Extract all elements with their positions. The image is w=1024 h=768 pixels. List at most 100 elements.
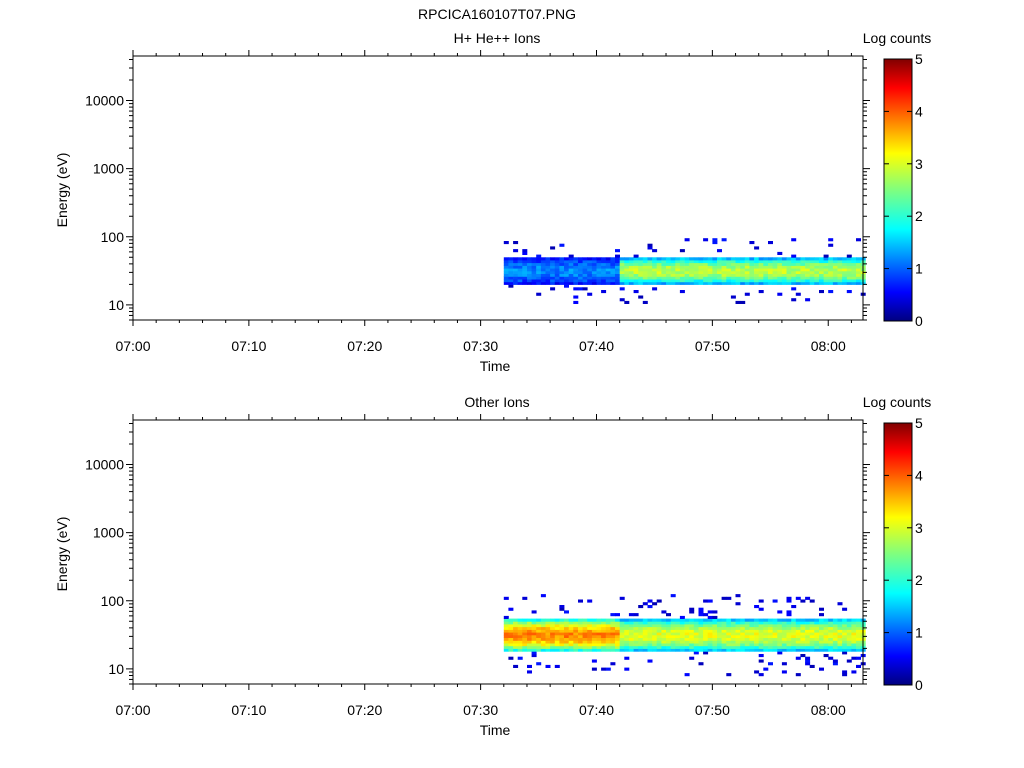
spectrogram-cell	[846, 629, 852, 633]
spectrogram-cell	[730, 621, 736, 625]
spectrogram-cell	[619, 643, 625, 647]
spectrogram-cell	[624, 281, 630, 285]
spectrogram-cell	[735, 648, 741, 652]
spectrogram-cell	[689, 621, 695, 625]
spectrogram-cell	[768, 260, 773, 264]
spectrogram-cell	[684, 629, 690, 633]
spectrogram-cell	[721, 276, 727, 280]
spectrogram-cell	[768, 648, 773, 652]
spectrogram-cell	[615, 618, 620, 622]
panel-1-spectrogram	[503, 238, 866, 304]
spectrogram-cell	[846, 257, 852, 261]
spectrogram-cell	[536, 648, 542, 652]
spectrogram-cell	[842, 673, 848, 677]
spectrogram-cell	[517, 624, 523, 628]
spectrogram-cell	[846, 281, 852, 285]
spectrogram-cell	[559, 618, 565, 622]
colorbar-tick-label: 4	[915, 467, 923, 483]
spectrogram-cell	[615, 262, 620, 266]
spectrogram-cell	[582, 643, 588, 647]
spectrogram-cell	[828, 648, 834, 652]
spectrogram-cell	[647, 648, 653, 652]
spectrogram-cell	[605, 648, 611, 652]
spectrogram-cell	[522, 645, 528, 649]
spectrogram-cell	[656, 270, 662, 274]
spectrogram-cell	[689, 626, 695, 630]
spectrogram-cell	[522, 643, 528, 647]
spectrogram-cell	[832, 262, 838, 266]
spectrogram-cell	[735, 643, 741, 647]
spectrogram-cell	[536, 276, 542, 280]
spectrogram-cell	[693, 273, 699, 277]
spectrogram-cell	[791, 262, 797, 266]
spectrogram-cell	[689, 260, 695, 264]
spectrogram-cell	[545, 279, 551, 283]
spectrogram-cell	[531, 629, 537, 633]
spectrogram-cell	[540, 281, 546, 285]
spectrogram-cell	[763, 632, 769, 636]
spectrogram-cell	[578, 648, 583, 652]
spectrogram-cell	[726, 673, 732, 677]
spectrogram-cell	[568, 260, 574, 264]
spectrogram-cell	[730, 295, 736, 299]
spectrogram-cell	[554, 273, 560, 277]
spectrogram-cell	[527, 273, 532, 277]
spectrogram-cell	[823, 265, 829, 269]
spectrogram-cell	[527, 281, 532, 285]
spectrogram-cell	[842, 651, 848, 655]
spectrogram-cell	[837, 260, 843, 264]
spectrogram-cell	[615, 268, 620, 272]
spectrogram-cell	[615, 281, 620, 285]
spectrogram-cell	[573, 260, 579, 264]
spectrogram-cell	[610, 626, 616, 630]
spectrogram-cell	[513, 645, 519, 649]
spectrogram-cell	[591, 624, 597, 628]
spectrogram-cell	[573, 265, 579, 269]
spectrogram-cell	[772, 624, 778, 628]
spectrogram-cell	[703, 268, 709, 272]
spectrogram-cell	[573, 268, 579, 272]
spectrogram-cell	[628, 276, 634, 280]
spectrogram-cell	[846, 659, 852, 663]
spectrogram-cell	[856, 618, 861, 622]
spectrogram-cell	[564, 618, 569, 622]
spectrogram-cell	[730, 645, 736, 649]
spectrogram-cell	[591, 279, 597, 283]
spectrogram-cell	[601, 270, 607, 274]
spectrogram-cell	[781, 629, 787, 633]
panel-1-colorbar	[883, 58, 913, 322]
spectrogram-cell	[540, 262, 546, 266]
spectrogram-cell	[805, 260, 811, 264]
spectrogram-cell	[624, 624, 630, 628]
spectrogram-cell	[573, 637, 579, 641]
spectrogram-cell	[828, 637, 834, 641]
spectrogram-cell	[554, 260, 560, 264]
spectrogram-cell	[717, 629, 722, 633]
spectrogram-cell	[856, 643, 861, 647]
spectrogram-cell	[666, 265, 671, 269]
spectrogram-cell	[508, 656, 514, 660]
spectrogram-cell	[730, 618, 736, 622]
spectrogram-cell	[809, 637, 815, 641]
spectrogram-cell	[564, 643, 569, 647]
spectrogram-cell	[791, 624, 797, 628]
spectrogram-cell	[670, 626, 676, 630]
spectrogram-cell	[545, 260, 551, 264]
spectrogram-cell	[763, 648, 769, 652]
spectrogram-cell	[596, 618, 602, 622]
spectrogram-cell	[513, 276, 519, 280]
spectrogram-cell	[652, 270, 658, 274]
spectrogram-cell	[619, 260, 625, 264]
spectrogram-cell	[503, 615, 509, 619]
spectrogram-cell	[707, 632, 713, 636]
spectrogram-cell	[735, 602, 741, 606]
spectrogram-cell	[791, 273, 797, 277]
panel-2-y-label: Energy (eV)	[54, 517, 70, 592]
spectrogram-cell	[554, 664, 560, 668]
spectrogram-cell	[638, 624, 644, 628]
spectrogram-cell	[791, 279, 797, 283]
spectrogram-cell	[777, 262, 783, 266]
spectrogram-cell	[624, 640, 630, 644]
spectrogram-cell	[758, 618, 764, 622]
spectrogram-cell	[707, 637, 713, 641]
